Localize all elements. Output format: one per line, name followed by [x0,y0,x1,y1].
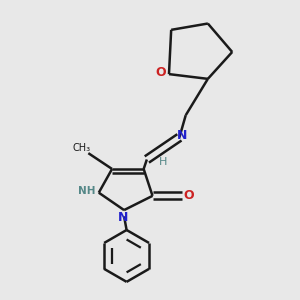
Text: CH₃: CH₃ [73,143,91,153]
Text: N: N [118,211,129,224]
Text: NH: NH [78,186,95,196]
Text: O: O [156,66,167,79]
Text: H: H [158,157,167,167]
Text: N: N [177,129,187,142]
Text: O: O [183,189,194,202]
